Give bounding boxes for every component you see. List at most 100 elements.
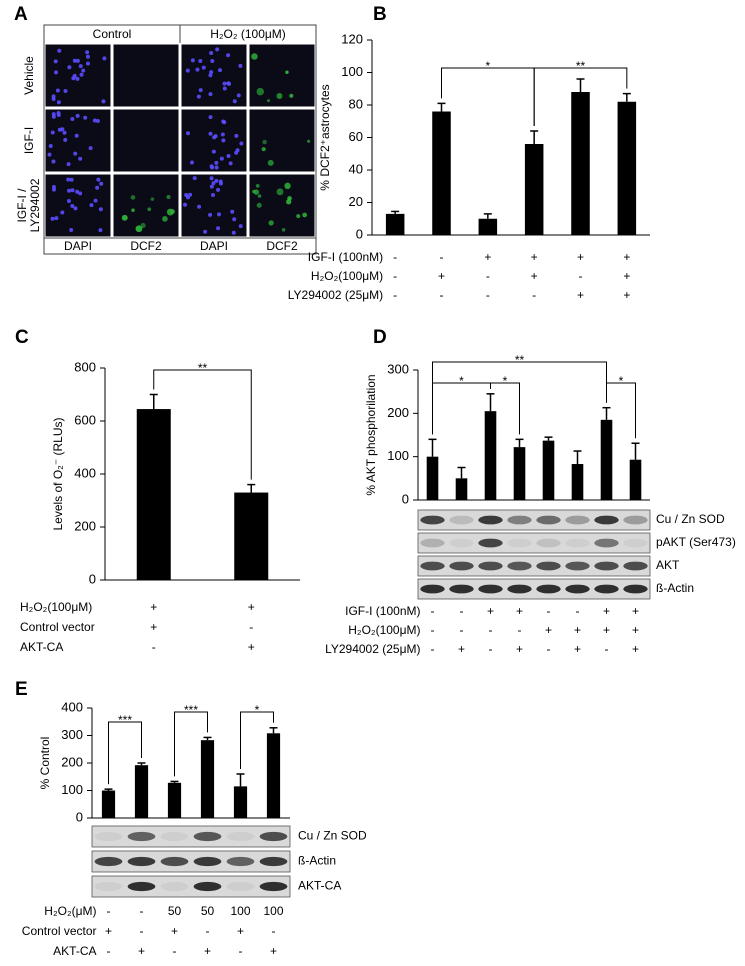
y-tick-label: 20: [349, 194, 363, 209]
nucleus: [230, 209, 235, 214]
bar: [455, 478, 468, 500]
panel-letter: B: [373, 4, 387, 25]
condition-sign: +: [577, 288, 584, 302]
blot-band: [94, 881, 123, 892]
nucleus: [72, 58, 77, 63]
nucleus: [56, 111, 61, 116]
bar: [385, 213, 405, 235]
condition-sign: -: [393, 288, 397, 302]
row-label: IGF-I /: [15, 188, 29, 223]
nucleus: [54, 70, 59, 75]
blot-strip: [417, 555, 651, 577]
y-axis-label: % Control: [38, 737, 52, 790]
condition-sign: +: [603, 623, 610, 637]
nucleus: [66, 198, 71, 203]
bar: [571, 92, 590, 235]
micrograph: [112, 173, 180, 238]
y-tick-label: 60: [349, 129, 363, 144]
y-tick-label: 0: [402, 491, 409, 506]
nucleus: [51, 114, 56, 119]
dcf2-signal: [253, 189, 260, 195]
blot-band: [565, 561, 590, 571]
dcf2-signal: [257, 194, 262, 198]
condition-sign: -: [489, 623, 493, 637]
nucleus: [67, 188, 72, 193]
blot-band: [565, 515, 590, 525]
blot-band: [193, 831, 222, 842]
nucleus: [63, 137, 68, 142]
condition-sign: +: [487, 604, 494, 618]
row-label: LY294002: [28, 178, 42, 232]
blot-band: [226, 856, 255, 867]
nucleus: [226, 81, 231, 86]
bar: [524, 144, 544, 235]
nucleus: [234, 133, 239, 138]
bar: [542, 440, 555, 500]
dcf2-signal: [276, 93, 283, 99]
nucleus: [209, 70, 214, 75]
dcf2-signal: [131, 208, 135, 213]
nucleus: [101, 99, 106, 104]
dcf2-signal: [307, 139, 311, 143]
blot-strip: [91, 850, 291, 873]
blot-label: AKT: [656, 558, 680, 572]
dcf2-signal: [285, 70, 289, 74]
condition-sign: -: [440, 288, 444, 302]
dcf2-signal: [251, 53, 258, 60]
condition-sign: -: [249, 620, 253, 634]
nucleus: [209, 184, 214, 189]
blot-band: [259, 881, 288, 892]
panel-letter: A: [14, 4, 28, 25]
significance-bracket: [240, 711, 274, 769]
y-axis-label: Levels of O₂⁻ (RLUs): [51, 417, 65, 530]
nucleus: [209, 176, 214, 181]
micrograph: [44, 43, 112, 108]
dcf2-signal: [267, 159, 274, 166]
condition-sign: -: [239, 944, 243, 958]
condition-sign: +: [623, 269, 630, 283]
column-header: Control: [93, 27, 132, 41]
condition-sign: +: [632, 604, 639, 618]
nucleus: [220, 132, 225, 137]
nucleus: [89, 203, 94, 208]
nucleus: [232, 99, 237, 104]
nucleus: [57, 48, 62, 53]
nucleus: [96, 177, 101, 182]
micrograph: [248, 108, 316, 173]
nucleus: [192, 176, 197, 181]
significance-bracket: [533, 67, 628, 126]
y-tick-label: 300: [387, 361, 409, 376]
nucleus: [74, 133, 79, 138]
condition-label: H₂O₂(μM): [44, 904, 96, 918]
condition-sign: +: [531, 250, 538, 264]
dcf2-signal: [255, 184, 260, 188]
dcf2-signal: [266, 99, 270, 103]
condition-sign: +: [138, 944, 145, 958]
blot-band: [536, 538, 561, 548]
significance-label: **: [576, 59, 586, 73]
condition-label: LY294002 (25μM): [288, 288, 383, 302]
blot-band: [623, 538, 648, 548]
panel-letter: E: [15, 679, 28, 700]
condition-sign: -: [173, 944, 177, 958]
condition-sign: -: [576, 604, 580, 618]
nucleus: [226, 53, 231, 58]
nucleus: [95, 185, 100, 190]
dcf2-signal: [162, 216, 168, 222]
nucleus: [238, 224, 243, 229]
y-tick-label: 400: [61, 699, 83, 714]
dcf2-signal: [147, 207, 152, 212]
nucleus: [217, 68, 222, 73]
stain-label: DAPI: [64, 239, 92, 253]
condition-label: H₂O₂(100μM): [20, 600, 92, 614]
condition-sign: -: [140, 904, 144, 918]
condition-sign: -: [547, 604, 551, 618]
blot-band: [478, 515, 503, 525]
nucleus: [98, 207, 103, 212]
nucleus: [51, 159, 56, 164]
stain-label: DCF2: [130, 239, 162, 253]
nucleus: [56, 100, 61, 105]
blot-label: AKT-CA: [298, 879, 341, 893]
blot-band: [160, 856, 189, 867]
nucleus: [234, 150, 239, 155]
